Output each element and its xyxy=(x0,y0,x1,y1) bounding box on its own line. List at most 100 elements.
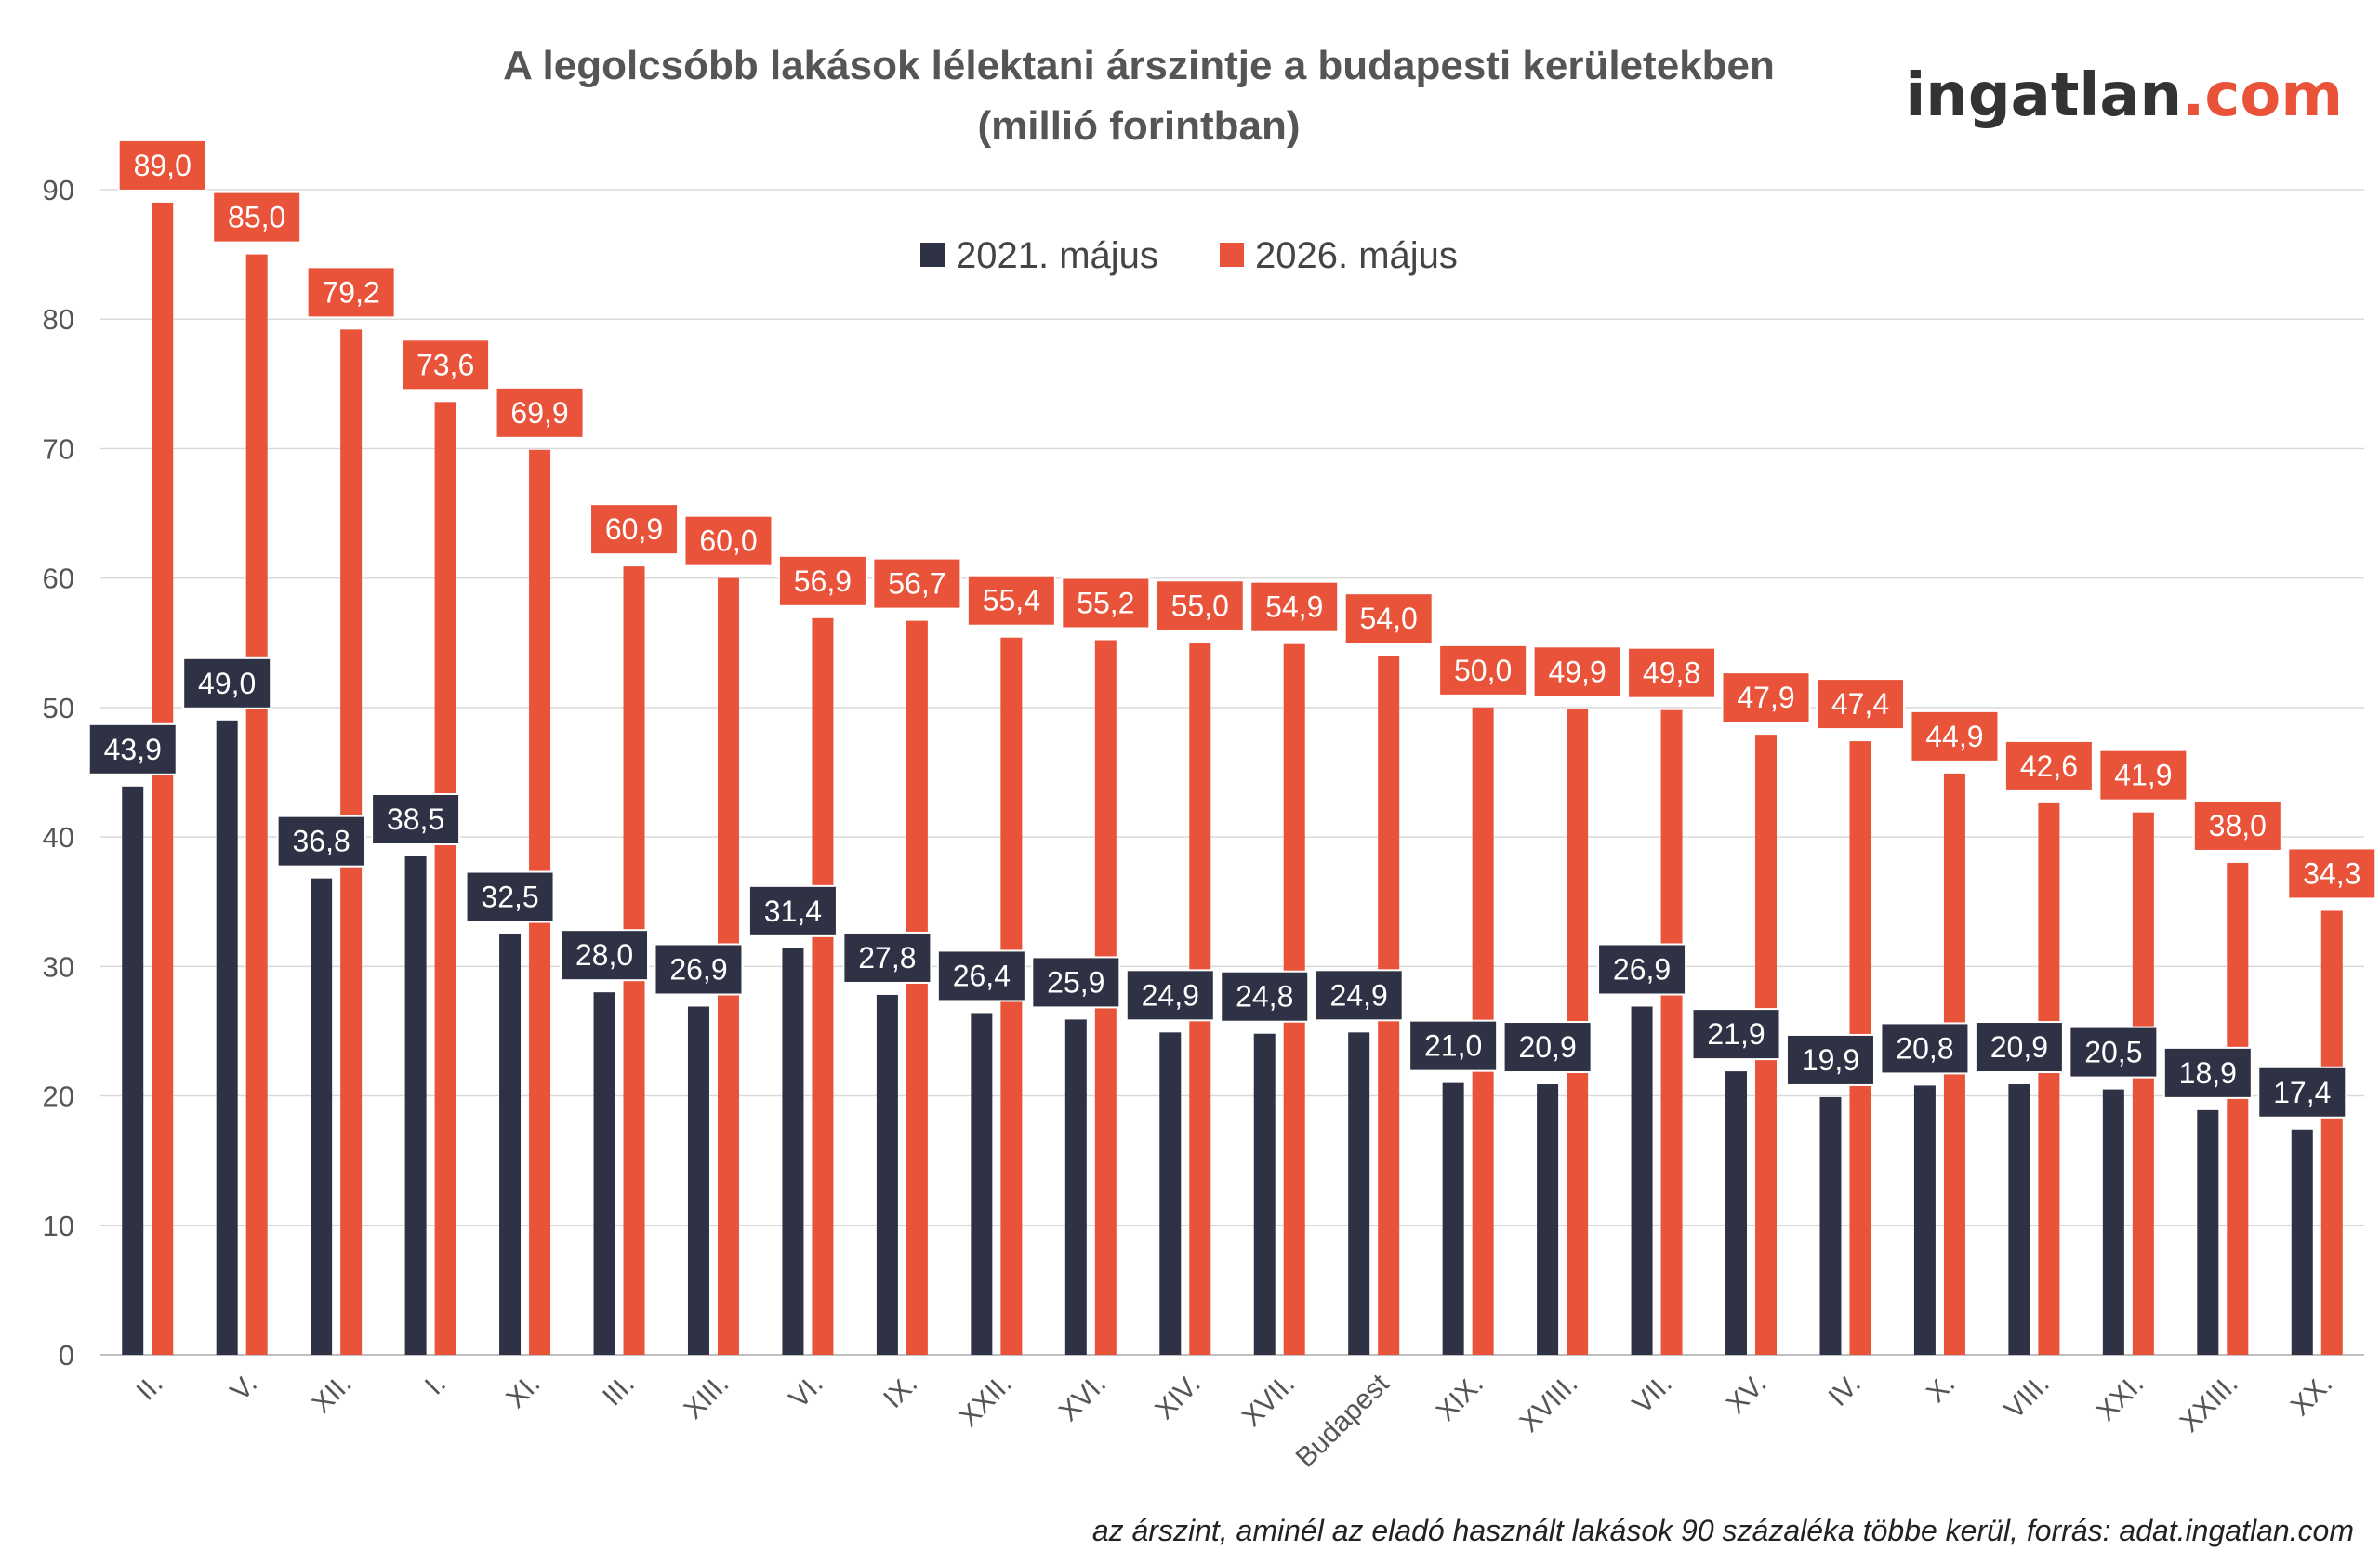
y-axis-ticks: 0 10 20 30 40 50 60 70 80 90 xyxy=(43,174,74,1372)
data-label-box-2026-0 xyxy=(117,139,207,192)
x-tick-label: I. xyxy=(419,1369,452,1401)
ingatlan-logo: ingatlan.com xyxy=(1905,61,2343,130)
data-label-2021-10: 25,9 xyxy=(1047,965,1104,999)
bar-2026-20 xyxy=(2038,802,2060,1355)
x-tick-label: XXII. xyxy=(953,1369,1017,1433)
y-tick-label: 20 xyxy=(43,1080,74,1113)
legend-label-2021: 2021. május xyxy=(956,235,1158,276)
bar-2021-6 xyxy=(687,1006,709,1355)
data-label-2021-9: 26,4 xyxy=(953,959,1011,992)
data-label-box-2026-9 xyxy=(966,574,1056,627)
data-label-2021-23: 17,4 xyxy=(2273,1076,2331,1109)
bar-2021-8 xyxy=(876,994,898,1355)
data-label-box-2026-6 xyxy=(683,514,774,567)
data-label-2026-18: 47,4 xyxy=(1831,687,1889,721)
x-tick-label: V. xyxy=(225,1369,263,1407)
bar-2021-15 xyxy=(1537,1084,1559,1355)
data-label-box-2026-18 xyxy=(1815,678,1905,731)
data-label-2021-5: 28,0 xyxy=(575,938,633,972)
data-label-2026-10: 55,2 xyxy=(1077,586,1134,619)
x-tick-label: VI. xyxy=(784,1369,829,1414)
gridlines xyxy=(100,189,2364,1356)
bar-2021-0 xyxy=(122,786,144,1355)
data-label-2021-2: 36,8 xyxy=(293,825,350,858)
data-label-2021-1: 49,0 xyxy=(198,667,256,700)
data-label-2026-2: 79,2 xyxy=(323,275,380,309)
data-label-box-2021-15 xyxy=(1502,1021,1593,1074)
data-label-2026-15: 49,9 xyxy=(1548,655,1606,688)
data-label-2021-20: 20,9 xyxy=(1990,1030,2048,1064)
data-label-box-2021-12 xyxy=(1220,970,1310,1023)
x-tick-label: XVIII. xyxy=(1514,1369,1583,1438)
data-label-2026-3: 73,6 xyxy=(416,348,474,381)
bar-2026-23 xyxy=(2320,910,2343,1355)
data-label-2021-22: 18,9 xyxy=(2179,1056,2237,1090)
data-label-2026-8: 56,7 xyxy=(888,567,945,601)
data-label-2021-15: 20,9 xyxy=(1518,1030,1576,1064)
data-label-box-2026-16 xyxy=(1627,646,1717,699)
data-label-box-2021-22 xyxy=(2162,1046,2253,1099)
data-label-box-2021-7 xyxy=(747,884,838,937)
bar-2021-1 xyxy=(216,720,238,1355)
bar-2021-10 xyxy=(1064,1019,1087,1355)
data-label-2026-14: 50,0 xyxy=(1454,654,1512,687)
bar-2021-19 xyxy=(1913,1085,1936,1355)
data-label-2021-18: 19,9 xyxy=(1802,1043,1859,1077)
data-label-2021-3: 38,5 xyxy=(387,802,444,836)
bar-2026-22 xyxy=(2227,862,2249,1355)
data-label-box-2026-5 xyxy=(589,503,680,556)
x-tick-label: Budapest xyxy=(1290,1368,1395,1473)
x-tick-label: II. xyxy=(131,1369,169,1407)
legend: 2021. május 2026. május xyxy=(920,235,1458,276)
y-tick-label: 30 xyxy=(43,950,74,983)
data-label-2021-6: 26,9 xyxy=(669,952,727,986)
y-tick-label: 60 xyxy=(43,563,74,595)
data-label-box-2021-10 xyxy=(1031,956,1121,1009)
data-label-box-2021-5 xyxy=(560,929,650,982)
x-tick-label: XV. xyxy=(1721,1369,1773,1421)
bars xyxy=(122,202,2343,1356)
bar-2021-13 xyxy=(1348,1032,1370,1355)
data-label-2021-21: 20,5 xyxy=(2084,1036,2142,1069)
data-label-box-2021-23 xyxy=(2257,1066,2347,1119)
data-label-2021-7: 31,4 xyxy=(764,895,822,928)
x-tick-label: XVI. xyxy=(1053,1369,1112,1427)
data-label-box-2026-14 xyxy=(1438,643,1528,696)
bar-2021-4 xyxy=(499,934,522,1355)
x-tick-label: XI. xyxy=(500,1369,546,1414)
bar-2026-7 xyxy=(812,617,834,1355)
data-label-box-2026-17 xyxy=(1721,671,1811,724)
data-label-box-2026-4 xyxy=(495,386,585,439)
data-label-2026-13: 54,0 xyxy=(1360,602,1418,635)
legend-label-2026: 2026. május xyxy=(1255,235,1458,276)
bar-2021-16 xyxy=(1631,1006,1653,1355)
data-label-2026-22: 38,0 xyxy=(2209,809,2267,842)
data-label-2021-14: 21,0 xyxy=(1424,1029,1482,1063)
legend-swatch-2026 xyxy=(1220,243,1244,267)
logo-text-com: .com xyxy=(2182,61,2343,130)
y-tick-label: 40 xyxy=(43,821,74,854)
data-labels: 43,9 89,0 49,0 85,0 36,8 79,2 38,5 73,6 32,5 69,9… xyxy=(87,139,2377,1119)
data-label-box-2026-8 xyxy=(872,557,962,610)
bar-2021-11 xyxy=(1159,1032,1182,1355)
bar-2026-16 xyxy=(1660,709,1683,1355)
data-label-2021-19: 20,8 xyxy=(1896,1031,1953,1065)
data-label-box-2021-13 xyxy=(1314,969,1404,1022)
bar-2021-3 xyxy=(404,855,427,1355)
data-label-box-2026-20 xyxy=(2003,739,2094,792)
x-tick-label: III. xyxy=(597,1369,641,1412)
legend-swatch-2021 xyxy=(920,243,945,267)
data-label-2026-12: 54,9 xyxy=(1265,590,1323,624)
data-label-box-2021-21 xyxy=(2069,1026,2159,1079)
data-label-box-2021-8 xyxy=(842,931,932,984)
bar-2021-5 xyxy=(593,992,615,1355)
x-tick-label: VII. xyxy=(1627,1369,1678,1420)
data-label-box-2026-2 xyxy=(306,266,396,319)
y-tick-label: 50 xyxy=(43,692,74,724)
data-label-2021-0: 43,9 xyxy=(104,733,162,766)
data-label-box-2026-21 xyxy=(2098,749,2188,802)
footnote-source: az árszint, aminél az eladó használt lak… xyxy=(1092,1514,2354,1547)
bar-2021-14 xyxy=(1442,1082,1464,1355)
bar-2021-9 xyxy=(971,1013,993,1355)
